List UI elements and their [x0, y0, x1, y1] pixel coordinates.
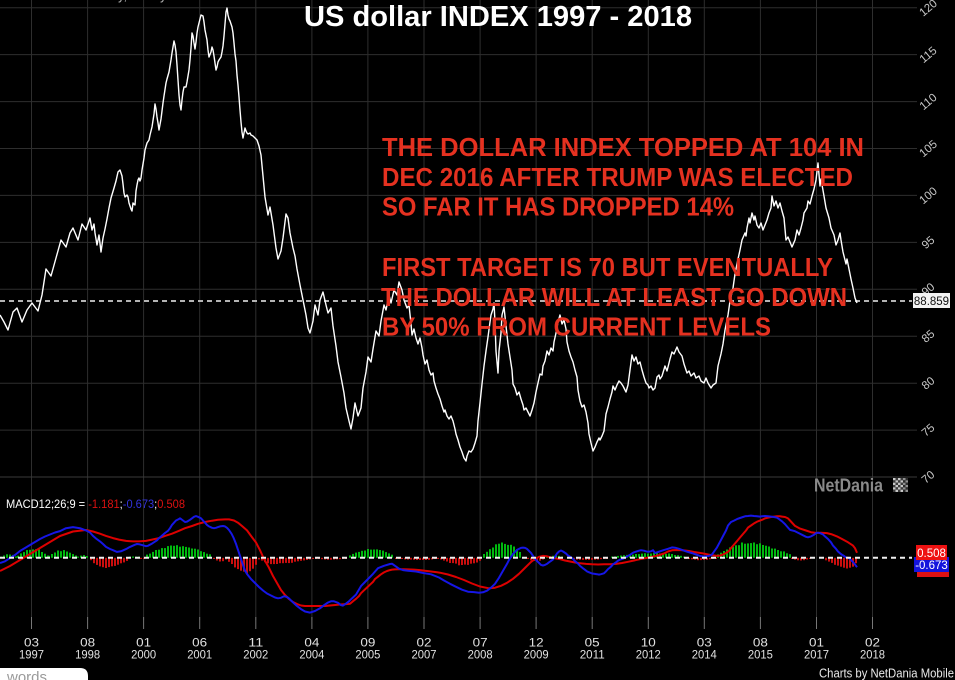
svg-text:03: 03: [24, 636, 39, 650]
svg-text:08: 08: [80, 636, 95, 650]
svg-text:-0.673: -0.673: [915, 560, 948, 572]
svg-text:1998: 1998: [75, 648, 100, 662]
svg-text:10: 10: [641, 636, 656, 650]
svg-text:88.859: 88.859: [914, 296, 949, 308]
svg-text:2015: 2015: [748, 648, 773, 662]
svg-text:SO FAR IT HAS DROPPED 14%: SO FAR IT HAS DROPPED 14%: [382, 191, 734, 221]
svg-text:y.: y.: [160, 0, 169, 3]
svg-text:02: 02: [865, 636, 880, 650]
svg-text:2002: 2002: [243, 648, 268, 662]
svg-text:FIRST TARGET IS 70 BUT EVENTUA: FIRST TARGET IS 70 BUT EVENTUALLY: [382, 252, 833, 282]
svg-text:2007: 2007: [412, 648, 437, 662]
svg-text:03: 03: [697, 636, 712, 650]
svg-text:MACD12;26;9 = -1.181;-0.673;0.: MACD12;26;9 = -1.181;-0.673;0.508: [6, 499, 185, 511]
svg-text:2017: 2017: [804, 648, 829, 662]
svg-text:BY 50% FROM CURRENT LEVELS: BY 50% FROM CURRENT LEVELS: [382, 312, 771, 342]
svg-text:2004: 2004: [299, 648, 324, 662]
svg-text:words: words: [6, 669, 47, 680]
svg-text:2009: 2009: [524, 648, 549, 662]
svg-text:0.508: 0.508: [917, 548, 946, 560]
svg-text:07: 07: [473, 636, 488, 650]
svg-text:THE DOLLAR INDEX TOPPED AT 104: THE DOLLAR INDEX TOPPED AT 104 IN: [382, 132, 864, 162]
svg-text:2008: 2008: [468, 648, 493, 662]
svg-text:2014: 2014: [692, 648, 717, 662]
svg-text:08: 08: [753, 636, 768, 650]
svg-text:02: 02: [417, 636, 432, 650]
svg-text:THE DOLLAR WILL AT LEAST GO DO: THE DOLLAR WILL AT LEAST GO DOWN: [381, 282, 847, 312]
svg-text:11: 11: [248, 636, 263, 650]
svg-text:04: 04: [304, 636, 319, 650]
svg-text:2005: 2005: [355, 648, 380, 662]
svg-text:09: 09: [360, 636, 375, 650]
svg-text:01: 01: [136, 636, 151, 650]
svg-text:US dollar INDEX 1997 - 2018: US dollar INDEX 1997 - 2018: [304, 1, 692, 33]
svg-text:05: 05: [585, 636, 600, 650]
svg-text:06: 06: [192, 636, 207, 650]
svg-text:2001: 2001: [187, 648, 212, 662]
svg-text:NetDania: NetDania: [814, 476, 884, 496]
svg-text:1997: 1997: [19, 648, 44, 662]
svg-text:2011: 2011: [580, 648, 605, 662]
svg-text:y,: y,: [118, 0, 127, 3]
svg-text:DEC 2016 AFTER TRUMP WAS ELECT: DEC 2016 AFTER TRUMP WAS ELECTED: [382, 162, 853, 192]
svg-text:2012: 2012: [636, 648, 661, 662]
svg-text:2018: 2018: [860, 648, 885, 662]
svg-text:2000: 2000: [131, 648, 156, 662]
svg-text:01: 01: [809, 636, 824, 650]
svg-text:12: 12: [529, 636, 544, 650]
svg-text:Charts by NetDania Mobile: Charts by NetDania Mobile: [819, 667, 954, 680]
